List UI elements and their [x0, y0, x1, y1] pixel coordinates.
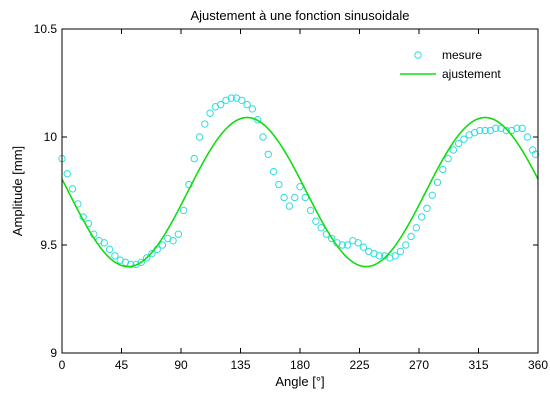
- y-tick-label: 10.5: [34, 22, 58, 36]
- data-point: [227, 94, 235, 102]
- data-point: [105, 245, 114, 254]
- x-axis-label: Angle [°]: [275, 374, 324, 389]
- data-point: [264, 150, 272, 158]
- y-tick-label: 9: [50, 346, 57, 360]
- legend-marker-mesure: [414, 51, 422, 59]
- data-point: [396, 247, 405, 256]
- data-point: [280, 193, 288, 202]
- data-point: [285, 202, 294, 210]
- data-point: [502, 126, 510, 135]
- data-point: [169, 236, 177, 245]
- data-point: [433, 178, 442, 187]
- data-point: [359, 243, 368, 251]
- data-point: [148, 249, 156, 258]
- data-point: [328, 234, 336, 243]
- x-tick-label: 90: [174, 358, 188, 372]
- y-axis-ticks: 9 9.5 10 10.5: [34, 22, 538, 360]
- data-point: [312, 217, 320, 225]
- x-tick-label: 225: [349, 358, 369, 372]
- data-point: [444, 154, 452, 163]
- data-point: [206, 109, 214, 117]
- fit-line: [61, 116, 539, 268]
- data-point: [259, 133, 267, 141]
- data-point: [402, 241, 410, 249]
- data-point: [523, 133, 532, 141]
- y-tick-label: 9.5: [40, 238, 57, 252]
- data-point: [137, 258, 146, 266]
- data-point: [531, 150, 540, 158]
- x-tick-label: 360: [528, 358, 548, 372]
- legend: mesure ajustement: [400, 48, 501, 81]
- data-point: [201, 120, 209, 128]
- data-point: [317, 224, 325, 232]
- x-tick-label: 0: [59, 358, 66, 372]
- data-point: [428, 191, 436, 200]
- data-point: [179, 206, 188, 215]
- data-point: [190, 154, 198, 163]
- data-point: [423, 204, 431, 212]
- legend-label-ajustement: ajustement: [442, 67, 501, 81]
- x-tick-label: 180: [290, 358, 310, 372]
- data-point: [449, 146, 458, 154]
- data-point: [391, 252, 399, 260]
- data-point: [174, 230, 183, 238]
- data-point: [238, 96, 246, 104]
- data-point: [195, 133, 204, 141]
- x-tick-label: 45: [115, 358, 129, 372]
- y-axis-label: Amplitude [mm]: [10, 146, 25, 236]
- data-point: [417, 213, 426, 221]
- data-point: [354, 239, 362, 247]
- data-point: [491, 124, 500, 133]
- data-point: [460, 135, 468, 143]
- chart-title: Ajustement à une fonction sinusoidale: [191, 8, 410, 23]
- data-point: [142, 254, 151, 262]
- y-tick-label: 10: [44, 130, 58, 144]
- data-point: [100, 239, 109, 247]
- data-point: [407, 232, 415, 241]
- data-point: [476, 126, 484, 135]
- data-point: [158, 241, 167, 249]
- data-point: [243, 100, 251, 109]
- data-point: [306, 206, 315, 215]
- data-point: [481, 126, 489, 135]
- data-point: [216, 100, 225, 109]
- data-point: [127, 260, 135, 269]
- legend-label-mesure: mesure: [442, 48, 482, 62]
- data-point: [513, 124, 521, 133]
- x-tick-label: 135: [230, 358, 250, 372]
- data-point: [275, 180, 283, 189]
- data-point: [412, 224, 421, 232]
- data-point: [338, 241, 347, 249]
- data-point: [454, 139, 463, 148]
- data-point: [439, 165, 447, 174]
- data-point: [68, 185, 77, 193]
- data-point: [518, 124, 526, 133]
- data-point: [63, 170, 71, 178]
- x-tick-label: 270: [409, 358, 429, 372]
- data-point: [248, 105, 257, 113]
- data-point: [111, 252, 119, 260]
- data-point: [375, 252, 384, 260]
- data-point: [269, 167, 278, 176]
- x-axis-ticks: 0 45 90 135 180 225 270 315 360: [59, 29, 548, 372]
- data-point: [343, 241, 352, 249]
- data-point: [291, 193, 299, 202]
- x-tick-label: 315: [468, 358, 488, 372]
